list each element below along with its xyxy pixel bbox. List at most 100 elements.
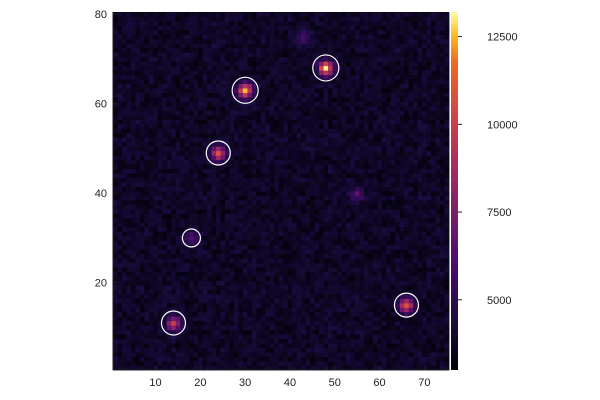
heatmap-cell bbox=[135, 173, 141, 178]
heatmap-cell bbox=[157, 311, 163, 317]
heatmap-cell bbox=[350, 208, 356, 214]
heatmap-cell bbox=[399, 97, 405, 102]
heatmap-cell bbox=[144, 276, 150, 281]
heatmap-cell bbox=[274, 128, 280, 134]
heatmap-cell bbox=[113, 159, 118, 165]
heatmap-cell bbox=[305, 88, 311, 93]
heatmap-cell bbox=[265, 101, 271, 107]
heatmap-cell bbox=[171, 182, 177, 187]
heatmap-cell bbox=[175, 352, 181, 357]
heatmap-cell bbox=[117, 302, 123, 308]
heatmap-cell bbox=[251, 191, 257, 196]
heatmap-cell bbox=[113, 271, 118, 277]
heatmap-cell bbox=[207, 271, 212, 277]
heatmap-cell bbox=[233, 155, 239, 161]
heatmap-cell bbox=[431, 195, 436, 201]
heatmap-cell bbox=[189, 217, 195, 223]
heatmap-cell bbox=[345, 213, 351, 219]
heatmap-cell bbox=[435, 334, 441, 340]
heatmap-cell bbox=[251, 365, 257, 371]
heatmap-cell bbox=[305, 208, 311, 214]
heatmap-cell bbox=[211, 83, 217, 89]
heatmap-cell bbox=[310, 159, 315, 165]
heatmap-cell bbox=[395, 325, 401, 331]
heatmap-cell bbox=[220, 276, 226, 281]
heatmap-cell bbox=[426, 293, 432, 299]
heatmap-cell bbox=[184, 280, 190, 286]
heatmap-cell bbox=[395, 267, 401, 272]
heatmap-cell bbox=[368, 343, 374, 349]
heatmap-cell bbox=[440, 213, 445, 219]
heatmap-cell bbox=[121, 199, 127, 205]
heatmap-cell bbox=[332, 298, 338, 304]
heatmap-cell bbox=[193, 168, 199, 174]
heatmap-cell bbox=[350, 352, 356, 357]
heatmap-cell bbox=[180, 173, 186, 178]
heatmap-cell bbox=[426, 244, 432, 250]
heatmap-cell bbox=[283, 186, 289, 192]
heatmap-cell bbox=[354, 191, 360, 196]
heatmap-cell bbox=[359, 343, 365, 349]
heatmap-cell bbox=[189, 123, 195, 129]
heatmap-cell bbox=[274, 253, 280, 259]
heatmap-cell bbox=[233, 128, 239, 134]
heatmap-cell bbox=[323, 293, 329, 299]
heatmap-cell bbox=[121, 316, 127, 322]
heatmap-cell bbox=[216, 320, 221, 326]
heatmap-cell bbox=[283, 168, 289, 174]
heatmap-cell bbox=[216, 164, 221, 170]
heatmap-cell bbox=[431, 97, 436, 102]
heatmap-cell bbox=[345, 307, 351, 313]
heatmap-cell bbox=[296, 141, 302, 147]
heatmap-cell bbox=[323, 119, 329, 125]
heatmap-cell bbox=[368, 119, 374, 125]
heatmap-cell bbox=[198, 325, 203, 331]
heatmap-cell bbox=[431, 235, 436, 241]
heatmap-cell bbox=[126, 123, 132, 129]
heatmap-cell bbox=[314, 231, 320, 237]
heatmap-cell bbox=[337, 347, 342, 353]
heatmap-cell bbox=[242, 114, 248, 120]
heatmap-cell bbox=[283, 302, 289, 308]
heatmap-cell bbox=[381, 105, 387, 111]
heatmap-cell bbox=[157, 105, 163, 111]
heatmap-cell bbox=[251, 213, 257, 219]
heatmap-cell bbox=[319, 316, 324, 322]
heatmap-cell bbox=[305, 141, 311, 147]
heatmap-cell bbox=[216, 70, 221, 76]
heatmap-cell bbox=[332, 240, 338, 246]
heatmap-cell bbox=[233, 101, 239, 107]
heatmap-cell bbox=[292, 186, 298, 192]
heatmap-cell bbox=[117, 105, 123, 111]
heatmap-cell bbox=[301, 298, 307, 304]
heatmap-cell bbox=[296, 164, 302, 170]
heatmap-cell bbox=[305, 307, 311, 313]
heatmap-cell bbox=[211, 235, 217, 241]
heatmap-cell bbox=[345, 316, 351, 322]
heatmap-cell bbox=[377, 329, 383, 335]
heatmap-cell bbox=[121, 298, 127, 304]
heatmap-cell bbox=[202, 361, 208, 366]
heatmap-cells bbox=[113, 12, 450, 371]
heatmap-cell bbox=[216, 361, 221, 366]
heatmap-cell bbox=[296, 186, 302, 192]
heatmap-cell bbox=[207, 338, 212, 344]
heatmap-cell bbox=[175, 302, 181, 308]
heatmap-cell bbox=[184, 191, 190, 196]
heatmap-cell bbox=[247, 114, 253, 120]
heatmap-cell bbox=[162, 249, 168, 255]
heatmap-cell bbox=[225, 231, 230, 237]
heatmap-cell bbox=[354, 141, 360, 147]
heatmap-cell bbox=[305, 119, 311, 125]
heatmap-cell bbox=[180, 168, 186, 174]
heatmap-cell bbox=[121, 280, 127, 286]
heatmap-cell bbox=[395, 244, 401, 250]
heatmap-cell bbox=[130, 249, 136, 255]
heatmap-cell bbox=[166, 262, 172, 268]
heatmap-cell bbox=[207, 123, 212, 129]
heatmap-cell bbox=[166, 128, 172, 134]
heatmap-cell bbox=[113, 97, 118, 102]
heatmap-cell bbox=[301, 235, 307, 241]
heatmap-cell bbox=[269, 141, 275, 147]
heatmap-cell bbox=[354, 343, 360, 349]
